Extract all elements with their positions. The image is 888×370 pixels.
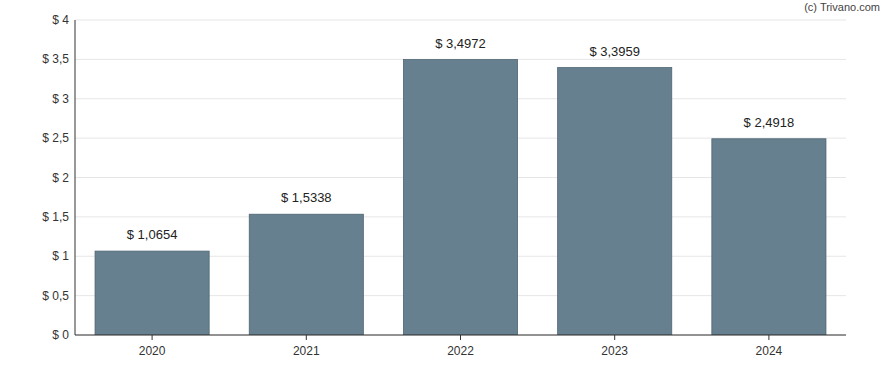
y-tick-label: $ 0 [52, 328, 69, 342]
x-tick [306, 335, 307, 340]
bar [712, 139, 826, 335]
data-label: $ 1,5338 [281, 190, 332, 205]
grid-line [75, 20, 846, 21]
x-tick [768, 335, 769, 340]
bars [95, 60, 826, 335]
data-label: $ 2,4918 [744, 115, 795, 130]
x-tick-label: 2020 [139, 344, 166, 358]
x-tick-label: 2024 [756, 344, 783, 358]
y-tick-label: $ 3,5 [42, 52, 69, 66]
x-tick-label: 2023 [601, 344, 628, 358]
chart: $ 0 $ 0,5 $ 1 $ 1,5 $ 2 $ 2,5 $ 3 $ 3,5 $ 4 2020 2… [0, 0, 888, 370]
y-tick-label: $ 1 [52, 249, 69, 263]
x-tick-label: 2021 [293, 344, 320, 358]
y-tick-label: $ 1,5 [42, 210, 69, 224]
bar [403, 60, 517, 335]
chart-root: $ 0 $ 0,5 $ 1 $ 1,5 $ 2 $ 2,5 $ 3 $ 3,5 $ 4 2020 2… [0, 0, 888, 370]
x-tick [614, 335, 615, 340]
y-tick-label: $ 0,5 [42, 289, 69, 303]
credit: (c) Trivano.com [804, 1, 880, 13]
data-label: $ 3,4972 [435, 36, 486, 51]
y-tick-label: $ 3 [52, 92, 69, 106]
data-label: $ 3,3959 [589, 44, 640, 59]
y-tick-label: $ 4 [52, 13, 69, 27]
bar [95, 251, 209, 335]
x-tick [152, 335, 153, 340]
y-tick-label: $ 2 [52, 171, 69, 185]
x-tick-label: 2022 [447, 344, 474, 358]
x-tick [460, 335, 461, 340]
y-tick-label: $ 2,5 [42, 131, 69, 145]
bar [558, 68, 672, 335]
data-label: $ 1,0654 [127, 227, 178, 242]
bar [249, 214, 363, 335]
y-axis [75, 20, 76, 335]
